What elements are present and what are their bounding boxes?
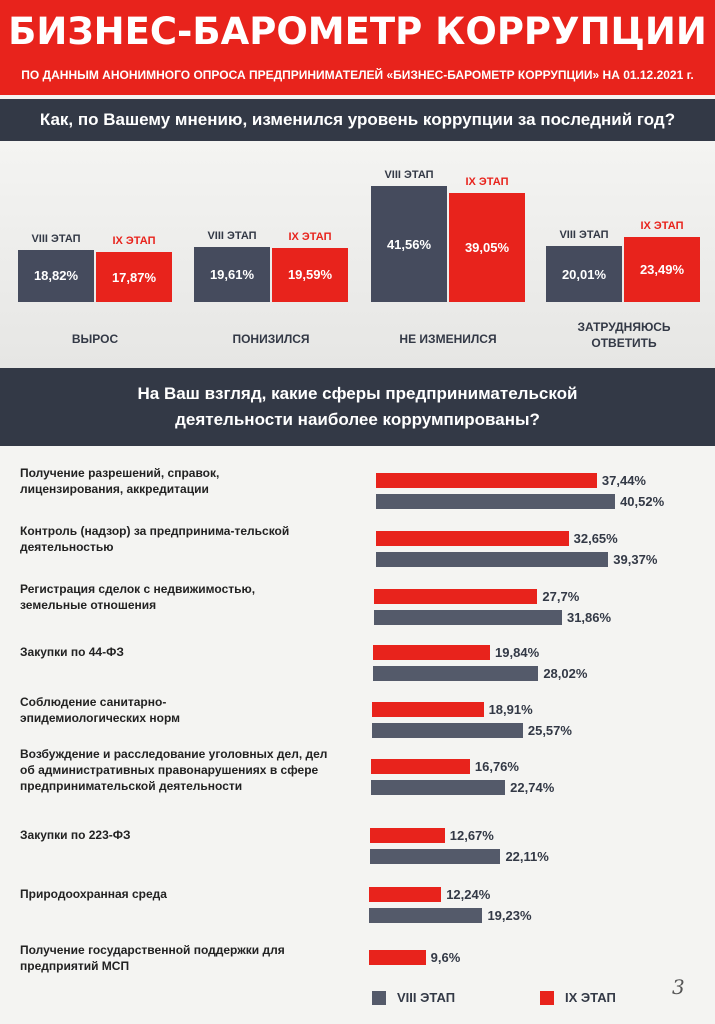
hval-ix-8: 9,6% (430, 950, 461, 965)
stage-label-viii-3: VIII ЭТАП (559, 229, 609, 242)
top-chart: 18,82% VIII ЭТАП 17,87% IX ЭТАП ВЫРОС 19,61% V… (0, 141, 715, 368)
hval-viii-0: 40,52% (620, 494, 665, 509)
hval-ix-1: 32,65% (573, 531, 618, 546)
bar-ix-2: 39,05% (449, 193, 525, 302)
hval-viii-2: 31,86% (566, 610, 612, 625)
category-label-0: ВЫРОС (71, 332, 119, 346)
hbar-viii-2 (374, 610, 562, 625)
hval-viii-6: 22,11% (505, 849, 549, 864)
hbar-ix-1 (376, 531, 569, 546)
hbar-viii-7 (369, 908, 483, 923)
hbar-viii-0 (376, 494, 616, 509)
page-subtitle: ПО ДАННЫМ АНОНИМНОГО ОПРОСА ПРЕДПРИНИМАТ… (21, 68, 694, 82)
category-label-3: ЗАТРУДНЯЮСЬ ОТВЕТИТЬ (577, 320, 671, 350)
hbar-ix-2 (374, 589, 538, 604)
stage-label-viii-1: VIII ЭТАП (207, 230, 257, 243)
hbar-viii-1 (376, 552, 609, 567)
category-label-7: Природоохранная среда (20, 887, 167, 901)
bar-ix-0: 17,87% (96, 252, 172, 302)
hbar-ix-3 (373, 645, 491, 660)
bar-viii-1: 19,61% (194, 247, 270, 302)
category-label-3: Закупки по 44-ФЗ (20, 645, 124, 659)
category-label-6: Закупки по 223-ФЗ (20, 828, 131, 842)
question-1: Как, по Вашему мнению, изменился уровень… (0, 99, 715, 141)
hval-viii-5: 22,74% (510, 780, 555, 795)
hbar-ix-0 (376, 473, 597, 488)
category-label-2: Регистрация сделок с недвижимостью, земе… (20, 582, 256, 612)
legend-label-viii: VIII ЭТАП (397, 990, 456, 1005)
bar-ix-1: 19,59% (272, 247, 348, 302)
hbar-ix-5 (371, 759, 470, 774)
bar-viii-3: 20,01% (546, 246, 622, 302)
stage-label-ix-3: IX ЭТАП (640, 219, 684, 232)
category-label-5: Возбуждение и расследование уголовных де… (20, 747, 328, 793)
legend-swatch-ix (540, 991, 554, 1005)
stage-label-ix-2: IX ЭТАП (465, 176, 509, 189)
hbar-viii-6 (370, 849, 501, 864)
hval-viii-1: 39,37% (613, 552, 658, 567)
header-banner: БИЗНЕС-БАРОМЕТР КОРРУПЦИИ ПО ДАННЫМ АНОН… (0, 0, 715, 95)
hval-ix-0: 37,44% (601, 473, 646, 488)
category-label-4: Соблюдение санитарно-эпидемиологических … (20, 695, 181, 725)
hval-ix-3: 19,84% (495, 645, 540, 660)
hval-viii-7: 19,23% (487, 908, 532, 923)
hval-viii-4: 25,57% (527, 723, 572, 738)
legend-swatch-viii (372, 991, 386, 1005)
hval-ix-5: 16,76% (474, 759, 519, 774)
legend-label-ix: IX ЭТАП (565, 990, 616, 1005)
hbar-viii-4 (372, 723, 523, 738)
page-title: БИЗНЕС-БАРОМЕТР КОРРУПЦИИ (8, 10, 707, 53)
stage-label-viii-2: VIII ЭТАП (384, 169, 434, 182)
hval-viii-3: 28,02% (543, 666, 588, 681)
bar-viii-0: 18,82% (18, 249, 94, 302)
category-label-8: Получение государственной поддержки для … (20, 943, 285, 973)
hbar-ix-4 (372, 702, 484, 717)
hval-ix-4: 18,91% (488, 702, 533, 717)
hval-ix-6: 12,67% (449, 828, 494, 843)
question-2-text: На Ваш взгляд, какие сферы предпринимате… (137, 384, 578, 429)
category-label-2: НЕ ИЗМЕНИЛСЯ (399, 332, 497, 346)
category-label-1: ПОНИЗИЛСЯ (232, 332, 310, 346)
stage-label-ix-0: IX ЭТАП (112, 235, 156, 248)
category-label-1: Контроль (надзор) за предпринима-тельско… (20, 524, 290, 554)
category-label-0: Получение разрешений, справок, лицензиро… (20, 466, 220, 496)
stage-label-viii-0: VIII ЭТАП (31, 232, 81, 245)
bar-viii-2: 41,56% (371, 186, 447, 302)
hbar-ix-6 (370, 828, 445, 843)
stage-label-ix-1: IX ЭТАП (288, 230, 332, 243)
hbar-viii-5 (371, 780, 506, 795)
hbar-ix-7 (369, 887, 442, 902)
bar-ix-3: 23,49% (624, 236, 700, 302)
hbar-ix-8 (369, 950, 426, 965)
hbar-viii-3 (373, 666, 539, 681)
page-number: 3 (672, 975, 685, 999)
hval-ix-7: 12,24% (446, 887, 491, 902)
question-2: На Ваш взгляд, какие сферы предпринимате… (0, 368, 715, 446)
hval-ix-2: 27,7% (542, 589, 580, 604)
